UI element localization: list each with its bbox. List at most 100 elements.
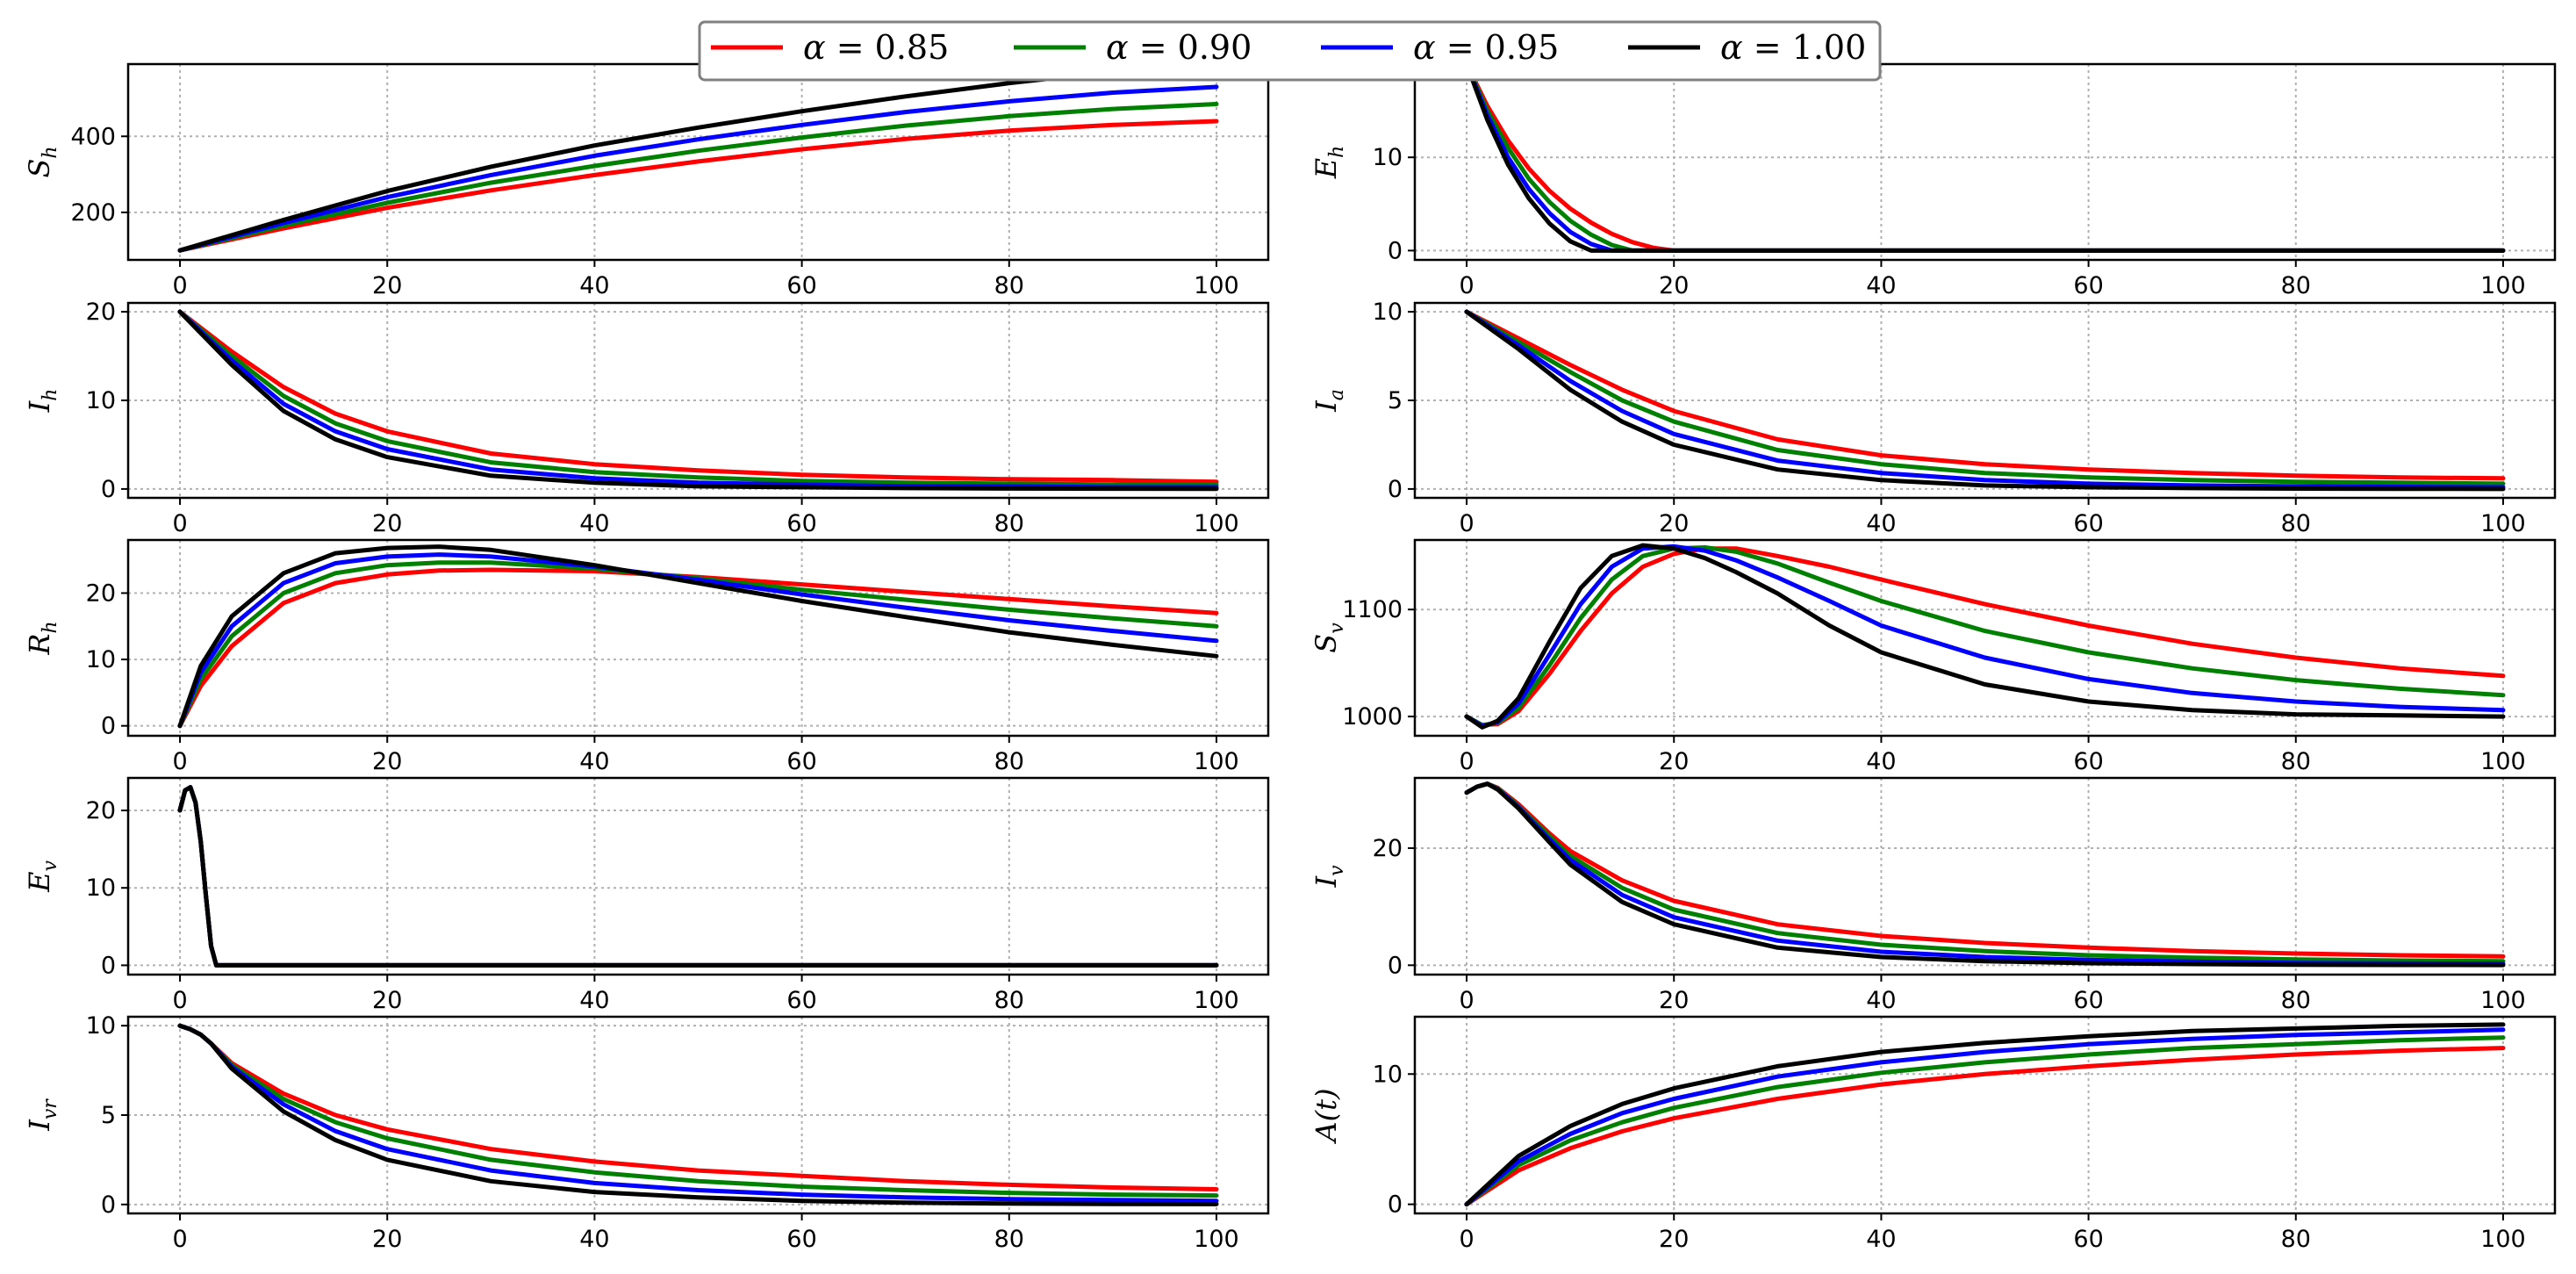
y-axis-label: Iv — [1310, 865, 1348, 889]
x-tick-label: 20 — [1659, 748, 1689, 775]
series-line-Ivr-3 — [177, 1023, 1219, 1206]
y-axis-label-main: I — [1310, 399, 1343, 413]
y-axis-label-sub: h — [39, 621, 61, 633]
series-group — [177, 1023, 1219, 1206]
series-line-Ia-0 — [1464, 309, 2506, 481]
x-tick-label: 80 — [2281, 1226, 2311, 1253]
series-line-Rh-2 — [177, 552, 1219, 729]
series-group — [1464, 64, 2506, 253]
x-tick-label: 40 — [579, 987, 609, 1014]
y-axis-label-sub: v — [39, 860, 61, 872]
x-tick-label: 60 — [786, 987, 816, 1014]
x-tick-label: 0 — [1459, 510, 1474, 537]
x-tick-label: 100 — [1194, 748, 1239, 775]
y-tick-label: 0 — [1388, 1191, 1403, 1219]
x-tick-label: 80 — [2281, 510, 2311, 537]
x-tick-label: 40 — [1866, 987, 1896, 1014]
y-axis-label-sub: h — [1326, 146, 1348, 158]
x-tick-label: 100 — [1194, 987, 1239, 1014]
series-group — [1464, 781, 2506, 968]
subplot-Ih: 0 20 40 60 80 100 0 10 20 Ih — [23, 299, 1270, 537]
legend-frame — [698, 20, 1882, 82]
subplot-Ev: 0 20 40 60 80 100 0 10 20 Ev — [23, 776, 1270, 1014]
x-tick-label: 80 — [2281, 748, 2311, 775]
x-tick-label: 20 — [1659, 1226, 1689, 1253]
y-tick-label: 5 — [101, 1102, 116, 1129]
x-tick-label: 40 — [579, 748, 609, 775]
y-axis-label: Ih — [23, 389, 61, 414]
x-tick-label: 60 — [786, 272, 816, 299]
x-tick-label: 0 — [172, 1226, 187, 1253]
x-tick-label: 60 — [786, 1226, 816, 1253]
x-tick-label: 80 — [994, 272, 1024, 299]
y-axis-label: Eh — [1310, 146, 1348, 180]
legend-label-100: α = 1.00 — [1720, 28, 1866, 67]
y-tick-label: 0 — [1388, 476, 1403, 503]
x-tick-label: 100 — [1194, 510, 1239, 537]
y-tick-label: 0 — [101, 713, 116, 740]
series-line-Sh-2 — [177, 84, 1219, 253]
y-axis-label-sub: a — [1326, 389, 1348, 400]
y-tick-label: 0 — [1388, 952, 1403, 979]
axes-frame — [1413, 776, 2557, 976]
legend-label-090: α = 0.90 — [1106, 28, 1252, 67]
y-axis-label-main: S — [1310, 634, 1343, 653]
y-tick-label: 20 — [86, 299, 116, 326]
x-tick-label: 0 — [1459, 1226, 1474, 1253]
y-tick-label: 0 — [101, 1191, 116, 1219]
x-tick-label: 100 — [2480, 748, 2526, 775]
y-axis-label: A(t) — [1310, 1089, 1343, 1145]
y-axis-label-main: A(t) — [1310, 1089, 1343, 1145]
legend-label-085: α = 0.85 — [803, 28, 949, 67]
y-axis-label: Sh — [23, 146, 61, 177]
series-line-Eh-3 — [1464, 64, 2506, 253]
x-tick-label: 40 — [579, 510, 609, 537]
x-tick-label: 0 — [172, 510, 187, 537]
x-tick-label: 60 — [2073, 748, 2103, 775]
x-tick-label: 0 — [172, 987, 187, 1014]
y-tick-label: 10 — [86, 875, 116, 902]
legend-label-095: α = 0.95 — [1413, 28, 1559, 67]
y-axis-label: Ivr — [23, 1098, 61, 1132]
x-tick-label: 0 — [1459, 748, 1474, 775]
x-tick-label: 100 — [1194, 272, 1239, 299]
x-tick-label: 20 — [1659, 272, 1689, 299]
y-tick-label: 1000 — [1342, 703, 1403, 731]
x-tick-label: 100 — [2480, 510, 2526, 537]
series-line-Eh-0 — [1464, 64, 2506, 253]
y-tick-label: 0 — [101, 476, 116, 503]
series-line-Ih-1 — [177, 309, 1219, 487]
series-line-Ia-1 — [1464, 309, 2506, 486]
x-tick-label: 60 — [2073, 987, 2103, 1014]
x-tick-label: 0 — [172, 748, 187, 775]
series-line-Ih-0 — [177, 309, 1219, 485]
subplot-Rh: 0 20 40 60 80 100 0 10 20 Rh — [23, 538, 1270, 775]
y-tick-label: 200 — [70, 199, 116, 227]
subplot-Ia: 0 20 40 60 80 100 0 5 10 Ia — [1310, 299, 2557, 537]
y-tick-label: 400 — [70, 123, 116, 150]
series-line-Iv-3 — [1464, 781, 2506, 968]
series-group — [1464, 1022, 2506, 1207]
x-tick-label: 80 — [994, 1226, 1024, 1253]
subplot-A: 0 20 40 60 80 100 0 10 A(t) — [1310, 1015, 2557, 1253]
x-tick-label: 100 — [2480, 987, 2526, 1014]
series-line-Rh-0 — [177, 567, 1219, 729]
x-tick-label: 60 — [2073, 272, 2103, 299]
series-group — [1464, 543, 2506, 730]
y-axis-label-sub: v — [1326, 623, 1348, 634]
series-line-Ev-3 — [177, 785, 1219, 968]
y-axis-label: Ev — [23, 860, 61, 893]
y-tick-label: 20 — [86, 797, 116, 824]
series-line-A-2 — [1464, 1027, 2506, 1207]
y-axis-label-main: I — [1310, 875, 1343, 889]
subplot-Eh: 0 20 40 60 80 100 0 10 Eh — [1310, 62, 2557, 299]
y-axis-label-sub: v — [1326, 865, 1348, 876]
series-line-Rh-1 — [177, 560, 1219, 729]
x-tick-label: 20 — [372, 748, 402, 775]
x-tick-label: 0 — [1459, 272, 1474, 299]
axes-frame — [126, 776, 1270, 976]
y-tick-label: 0 — [101, 952, 116, 979]
x-tick-label: 20 — [372, 272, 402, 299]
legend: α = 0.85 α = 0.90 α = 0.95 α = 1.00 — [698, 20, 1882, 82]
